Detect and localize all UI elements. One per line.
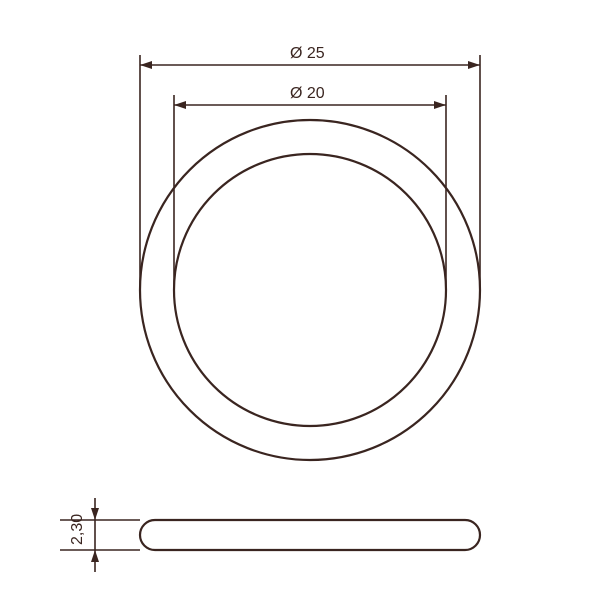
- arrow-thick-top: [91, 508, 99, 520]
- side-section-view: [140, 520, 480, 550]
- inner-diameter-dimension: Ø 20: [174, 85, 446, 290]
- arrow-thick-bottom: [91, 550, 99, 562]
- outer-circle: [140, 120, 480, 460]
- section-outline: [140, 520, 480, 550]
- arrow-outer-right: [468, 61, 480, 69]
- ring-top-view: [140, 120, 480, 460]
- arrow-inner-left: [174, 101, 186, 109]
- technical-drawing-svg: Ø 25 Ø 20 2,30: [0, 0, 608, 608]
- drawing-canvas: Ø 25 Ø 20 2,30: [0, 0, 608, 608]
- thickness-label: 2,30: [69, 514, 86, 545]
- inner-circle: [174, 154, 446, 426]
- arrow-inner-right: [434, 101, 446, 109]
- inner-diameter-label: Ø 20: [290, 85, 325, 102]
- arrow-outer-left: [140, 61, 152, 69]
- outer-diameter-label: Ø 25: [290, 45, 325, 62]
- thickness-dimension: 2,30: [60, 498, 140, 572]
